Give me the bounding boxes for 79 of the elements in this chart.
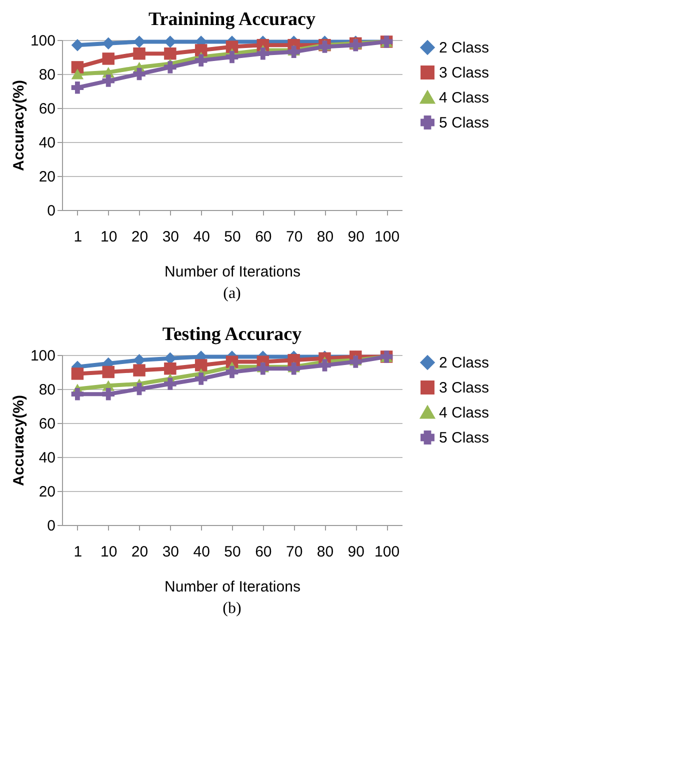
x-tick-label: 10: [100, 544, 118, 560]
legend-label: 4 Class: [439, 404, 490, 422]
y-tick-label: 60: [38, 100, 56, 118]
x-tick-label: 100: [374, 228, 400, 246]
legend-label: 2 Class: [439, 354, 490, 372]
x-tick-label: 80: [316, 544, 334, 560]
y-tick-label: 60: [38, 416, 56, 432]
text: (b): [222, 600, 242, 617]
y-tick-label: 20: [38, 484, 56, 500]
x-tick-label: 50: [224, 228, 241, 246]
chart-title: Testing Accuracy: [162, 324, 302, 345]
y-tick-label: 80: [38, 382, 56, 398]
point: [194, 359, 208, 372]
point: [226, 50, 238, 64]
point: [102, 366, 114, 378]
point: [133, 382, 146, 396]
point: [256, 362, 270, 375]
point: [164, 61, 176, 74]
point: [226, 366, 238, 378]
point: [102, 52, 114, 65]
x-tick-label: 30: [162, 544, 180, 560]
x-tick-label: 90: [348, 228, 364, 246]
point: [71, 68, 84, 80]
legend-label: 4 Class: [439, 90, 490, 106]
point: [350, 356, 362, 368]
x-tick-label: 1: [74, 544, 82, 560]
point: [164, 362, 176, 375]
y-tick-label: 80: [38, 66, 56, 84]
y-axis-title: Accuracy(%): [10, 395, 28, 486]
y-tick-label: 0: [47, 518, 56, 534]
point: [71, 61, 84, 74]
legend-label: 5 Class: [439, 114, 490, 132]
y-tick-label: 0: [47, 202, 56, 220]
y-tick-label: 20: [38, 168, 56, 186]
x-tick-label: 80: [316, 228, 334, 246]
x-tick-label: 60: [255, 544, 272, 560]
x-tick-label: 40: [193, 544, 210, 560]
x-tick-label: 100: [374, 544, 400, 560]
y-tick-label: 40: [38, 450, 56, 466]
x-tick-label: 60: [255, 228, 272, 246]
x-tick-label: 1: [74, 228, 82, 246]
y-tick-label: 100: [30, 32, 56, 50]
point: [71, 388, 84, 400]
point: [194, 372, 208, 385]
point: [164, 47, 176, 60]
point: [133, 68, 146, 80]
x-tick-label: 20: [131, 544, 148, 560]
text: (a): [223, 285, 241, 302]
point: [256, 47, 270, 60]
point: [133, 364, 146, 376]
point: [318, 359, 331, 372]
point: [164, 378, 176, 390]
legend-label: 3 Class: [439, 64, 490, 82]
legend-label: 3 Class: [439, 380, 490, 396]
point: [288, 46, 300, 58]
point: [102, 74, 114, 87]
y-tick-label: 100: [30, 348, 56, 364]
legend-label: 5 Class: [439, 430, 490, 446]
chart-title: Trainining Accuracy: [148, 9, 316, 30]
point: [71, 368, 84, 380]
x-tick-label: 40: [193, 228, 210, 246]
point: [71, 81, 84, 94]
x-tick-label: 90: [348, 544, 364, 560]
point: [133, 47, 146, 60]
point: [288, 362, 300, 375]
y-axis-title: Accuracy(%): [10, 80, 28, 171]
x-tick-label: 70: [286, 544, 303, 560]
x-tick-label: 10: [100, 228, 118, 246]
x-axis-title: Number of Iterations: [164, 578, 300, 596]
point: [71, 38, 84, 52]
point: [102, 388, 114, 400]
x-tick-label: 50: [224, 544, 241, 560]
x-axis-title: Number of Iterations: [164, 264, 300, 280]
x-tick-label: 70: [286, 228, 303, 246]
y-tick-label: 40: [38, 134, 56, 152]
legend-label: 2 Class: [439, 40, 490, 56]
x-tick-label: 20: [131, 228, 148, 246]
x-tick-label: 30: [162, 228, 180, 246]
point: [102, 37, 114, 50]
